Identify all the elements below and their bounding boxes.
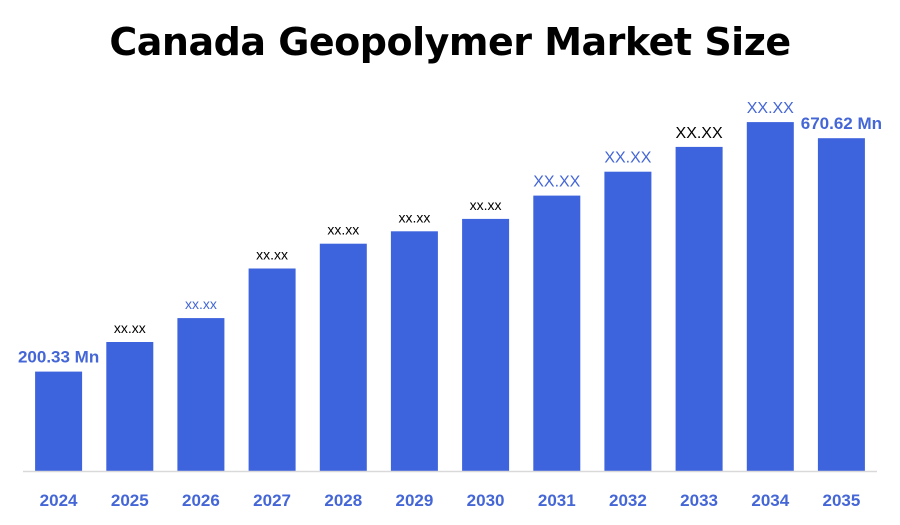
x-tick-label-2029: 2029	[395, 491, 433, 510]
data-label-2025: xx.xx	[114, 320, 146, 336]
bar-2031	[533, 195, 581, 471]
data-label-2031: XX.XX	[533, 174, 580, 191]
bar-2029	[390, 231, 438, 471]
bars-layer	[35, 122, 865, 471]
data-label-2024: 200.33 Mn	[18, 348, 99, 367]
data-label-2033: XX.XX	[676, 125, 723, 142]
x-tick-label-2024: 2024	[40, 491, 78, 510]
bar-2028	[319, 243, 367, 471]
bar-2025	[106, 342, 154, 471]
x-tick-label-2033: 2033	[680, 491, 718, 510]
data-label-2026: xx.xx	[185, 296, 217, 312]
x-tick-label-2034: 2034	[751, 491, 789, 510]
x-tick-label-2028: 2028	[324, 491, 362, 510]
data-label-2030: xx.xx	[470, 197, 502, 213]
bar-2026	[177, 318, 225, 471]
data-labels-layer: 200.33 Mn xx.xx xx.xx xx.xx xx.xx xx.xx xx.xx X…	[18, 100, 882, 367]
x-tick-label-2027: 2027	[253, 491, 291, 510]
chart-title: Canada Geopolymer Market Size	[109, 20, 791, 64]
data-label-2035: 670.62 Mn	[801, 114, 882, 133]
bar-2033	[675, 146, 723, 471]
data-label-2028: xx.xx	[327, 222, 359, 238]
data-label-2034: XX.XX	[747, 100, 794, 117]
x-tick-label-2025: 2025	[111, 491, 149, 510]
data-label-2029: xx.xx	[398, 209, 430, 225]
data-label-2032: XX.XX	[604, 150, 651, 167]
x-tick-label-2026: 2026	[182, 491, 220, 510]
bar-2032	[604, 171, 652, 471]
bar-2030	[462, 218, 510, 471]
data-label-2027: xx.xx	[256, 247, 288, 263]
bar-2024	[35, 371, 83, 471]
x-tick-labels-layer: 2024 2025 2026 2027 2028 2029 2030 2031 2032 2033…	[40, 491, 861, 510]
x-tick-label-2031: 2031	[538, 491, 576, 510]
bar-2035	[817, 138, 865, 471]
x-tick-label-2032: 2032	[609, 491, 647, 510]
x-tick-label-2035: 2035	[822, 491, 860, 510]
bar-2027	[248, 268, 296, 471]
bar-2034	[746, 122, 794, 471]
x-tick-label-2030: 2030	[467, 491, 505, 510]
